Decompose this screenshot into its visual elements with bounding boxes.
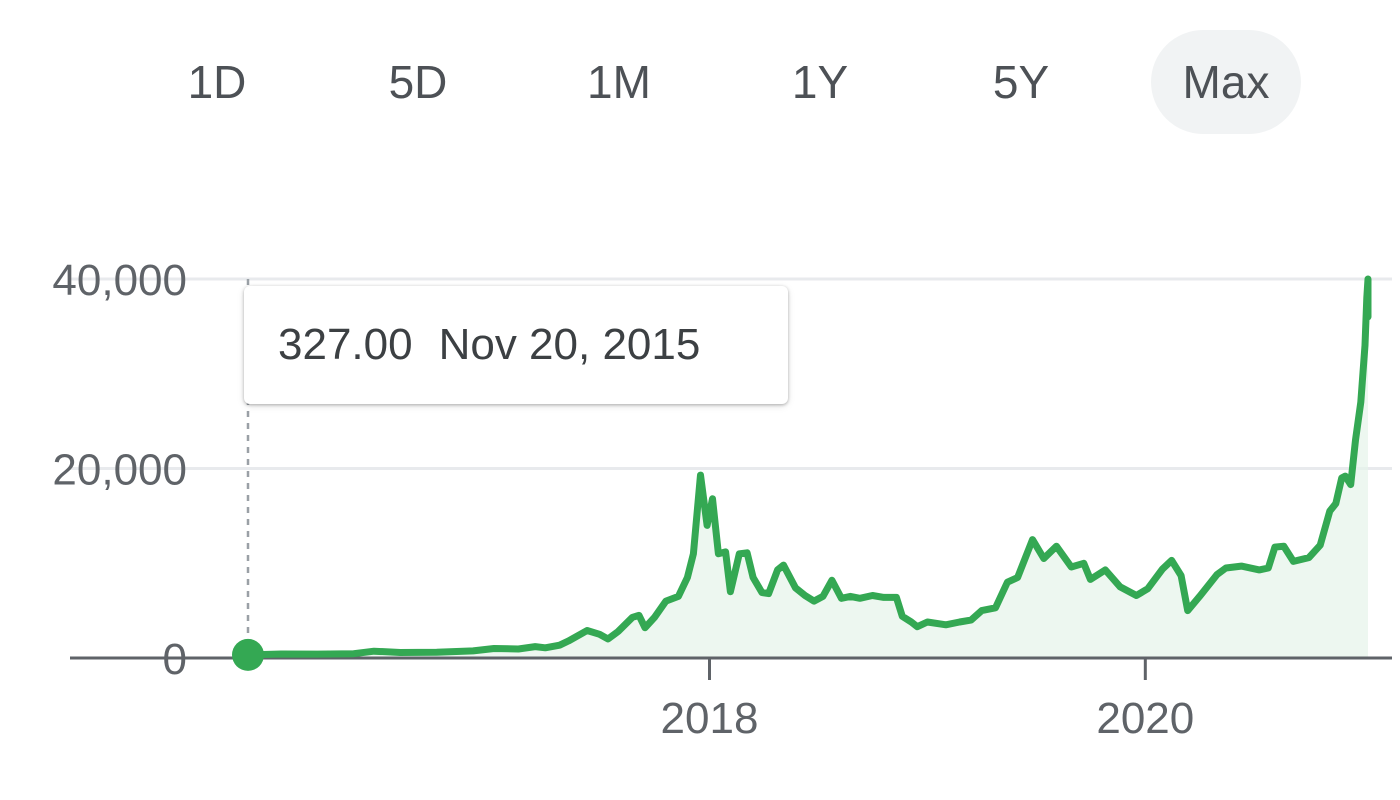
price-line	[244, 275, 1372, 659]
tooltip-date: Nov 20, 2015	[438, 320, 701, 369]
range-tab-5y[interactable]: 5Y	[992, 56, 1050, 108]
gridlines	[70, 277, 1392, 470]
selected-point-marker[interactable]	[232, 638, 264, 671]
range-tab-1y[interactable]: 1Y	[791, 56, 849, 108]
y-tick-label-40000: 40,000	[52, 256, 187, 305]
range-tab-max[interactable]: Max	[1151, 30, 1301, 134]
x-tick-label-2020: 2020	[1096, 694, 1194, 743]
range-selector: 1D 5D 1M 1Y 5Y Max	[0, 0, 1400, 165]
y-tick-label-20000: 20,000	[52, 446, 187, 495]
price-tooltip: 327.00 Nov 20, 2015	[244, 286, 788, 404]
range-tab-5d[interactable]: 5D	[388, 56, 448, 108]
x-tick-marks	[707, 658, 1147, 680]
range-tab-1d[interactable]: 1D	[187, 56, 247, 108]
y-tick-label-0: 0	[163, 635, 187, 684]
x-tick-label-2018: 2018	[661, 694, 759, 743]
range-tab-1m[interactable]: 1M	[587, 56, 651, 108]
tooltip-price: 327.00	[278, 320, 413, 369]
price-area-fill	[248, 279, 1368, 658]
